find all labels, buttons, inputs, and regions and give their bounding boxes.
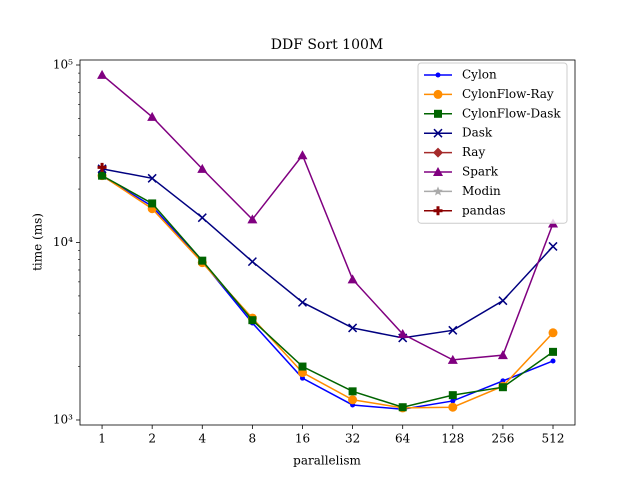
marker bbox=[348, 387, 357, 396]
x-tick-label: 32 bbox=[345, 432, 360, 446]
marker bbox=[398, 403, 407, 412]
marker bbox=[450, 398, 456, 404]
marker bbox=[97, 162, 107, 172]
marker bbox=[548, 328, 558, 338]
marker bbox=[498, 383, 507, 392]
marker bbox=[348, 323, 358, 333]
marker bbox=[550, 358, 556, 364]
marker bbox=[397, 329, 408, 339]
marker bbox=[435, 72, 441, 78]
line bbox=[101, 74, 554, 361]
x-tick-label: 512 bbox=[542, 432, 565, 446]
y-tick-label: 10⁵ bbox=[53, 57, 73, 71]
marker bbox=[197, 213, 207, 223]
marker bbox=[147, 173, 157, 183]
legend-label: Modin bbox=[462, 184, 501, 198]
marker bbox=[448, 391, 457, 400]
marker bbox=[148, 199, 157, 208]
legend-label: Spark bbox=[462, 165, 499, 179]
x-tick-label: 4 bbox=[198, 432, 206, 446]
x-tick-label: 256 bbox=[491, 432, 514, 446]
x-tick-label: 1 bbox=[98, 432, 106, 446]
marker bbox=[447, 354, 458, 364]
marker bbox=[433, 89, 443, 99]
marker bbox=[497, 350, 508, 360]
marker bbox=[433, 147, 443, 158]
plot-frame bbox=[79, 59, 576, 426]
x-tick-label: 16 bbox=[295, 432, 310, 446]
line bbox=[101, 175, 554, 409]
marker bbox=[347, 274, 358, 284]
x-tick-label: 8 bbox=[249, 432, 257, 446]
marker bbox=[297, 150, 308, 160]
marker bbox=[297, 297, 308, 307]
marker bbox=[197, 163, 208, 173]
x-tick-label: 2 bbox=[148, 432, 156, 446]
marker bbox=[247, 214, 258, 224]
legend-label: CylonFlow-Ray bbox=[462, 87, 554, 101]
x-axis-label: parallelism bbox=[293, 454, 361, 468]
marker bbox=[433, 167, 443, 176]
marker bbox=[448, 402, 458, 412]
legend-label: Cylon bbox=[462, 68, 497, 82]
legend-box bbox=[417, 62, 568, 224]
marker bbox=[248, 316, 257, 325]
marker bbox=[448, 325, 458, 335]
y-tick-label: 10⁴ bbox=[53, 235, 73, 249]
marker bbox=[348, 395, 358, 405]
marker bbox=[247, 257, 257, 267]
x-tick-label: 64 bbox=[395, 432, 411, 446]
marker bbox=[98, 171, 107, 180]
marker bbox=[299, 375, 305, 381]
marker bbox=[433, 186, 443, 196]
line bbox=[101, 168, 554, 339]
marker bbox=[298, 362, 307, 371]
marker bbox=[198, 256, 207, 265]
legend: Cylon CylonFlow-Ray CylonFlow-Dask Dask Ray S… bbox=[417, 62, 568, 224]
y-tick-label: 10³ bbox=[53, 412, 73, 426]
marker bbox=[498, 296, 508, 306]
marker bbox=[433, 206, 443, 216]
marker bbox=[147, 111, 158, 121]
legend-label: pandas bbox=[462, 203, 506, 217]
legend-label: CylonFlow-Dask bbox=[462, 106, 561, 120]
chart-title: DDF Sort 100M bbox=[271, 37, 383, 53]
marker bbox=[433, 128, 443, 138]
line bbox=[101, 174, 554, 409]
marker bbox=[434, 109, 442, 118]
legend-label: Dask bbox=[462, 126, 493, 140]
x-tick-label: 128 bbox=[441, 432, 464, 446]
marker bbox=[97, 69, 108, 79]
legend-label: Ray bbox=[462, 145, 485, 159]
plot-area bbox=[97, 69, 559, 413]
marker bbox=[548, 241, 558, 251]
marker bbox=[549, 347, 558, 356]
y-axis-label: time (ms) bbox=[31, 213, 45, 271]
